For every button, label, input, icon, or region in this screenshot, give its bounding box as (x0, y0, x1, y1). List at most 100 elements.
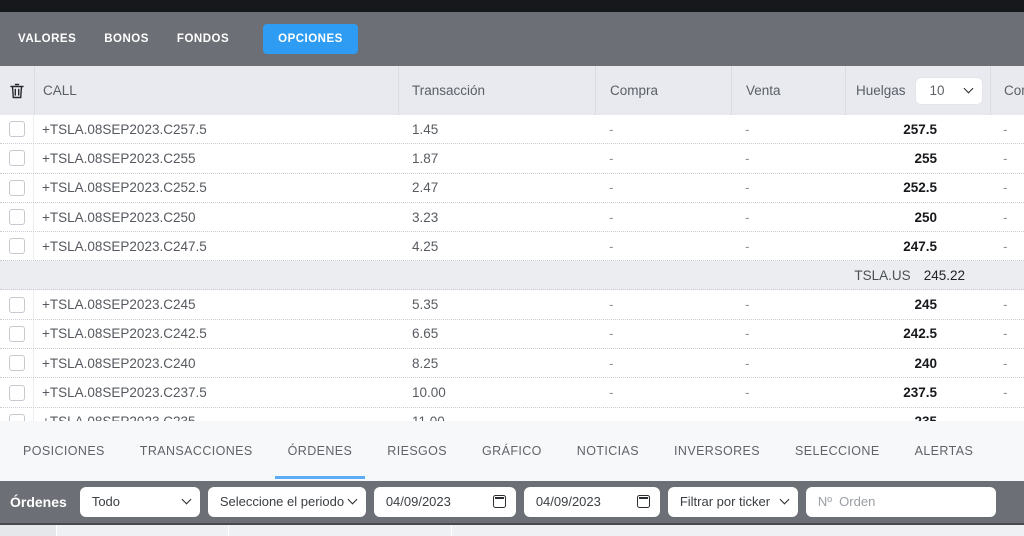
table-row[interactable]: +TSLA.08SEP2023.C247.5 4.25 - - 247.5 - (0, 232, 1024, 262)
transaction-value: 8.25 (412, 355, 439, 371)
column-header-put-partial: Com (990, 66, 1024, 115)
nav-tab-bonos[interactable]: BONOS (104, 33, 149, 45)
buy-value: - (609, 297, 614, 313)
sell-value: - (745, 180, 750, 196)
underlying-symbol: TSLA.US (854, 267, 911, 283)
transaction-value: 10.00 (412, 385, 446, 401)
row-checkbox[interactable] (8, 325, 25, 342)
row-checkbox[interactable] (8, 179, 25, 196)
table-row[interactable]: +TSLA.08SEP2023.C240 8.25 - - 240 - (0, 349, 1024, 379)
option-symbol: +TSLA.08SEP2023.C240 (42, 355, 196, 371)
table-row[interactable]: +TSLA.08SEP2023.C235 11.00 - - 235 - (0, 407, 1024, 421)
row-checkbox[interactable] (8, 121, 25, 138)
sell-value: - (745, 238, 750, 254)
option-symbol: +TSLA.08SEP2023.C257.5 (42, 121, 207, 137)
period-select[interactable]: Seleccione el periodo (207, 486, 366, 517)
tab-transacciones[interactable]: TRANSACCIONES (139, 443, 253, 458)
row-checkbox[interactable] (8, 238, 25, 255)
ticker-filter-value: Filtrar por ticker (679, 494, 771, 510)
tab-posiciones[interactable]: POSICIONES (23, 443, 105, 458)
table-row[interactable]: +TSLA.08SEP2023.C242.5 6.65 - - 242.5 - (0, 319, 1024, 350)
chevron-down-icon (779, 494, 790, 505)
tab-ordenes[interactable]: ÓRDENES (274, 421, 366, 481)
sell-value: - (745, 297, 750, 313)
calendar-icon (636, 495, 650, 509)
option-symbol: +TSLA.08SEP2023.C245 (42, 297, 196, 313)
row-checkbox[interactable] (8, 296, 25, 313)
row-checkbox[interactable] (8, 150, 25, 167)
row-checkbox[interactable] (8, 209, 25, 226)
transaction-value: 3.23 (412, 209, 439, 225)
tab-inversores[interactable]: INVERSORES (674, 443, 760, 458)
row-checkbox[interactable] (8, 413, 25, 421)
table-row[interactable]: +TSLA.08SEP2023.C257.5 1.45 - - 257.5 - (0, 115, 1024, 145)
strike-value: 245 (914, 297, 937, 313)
buy-value: - (609, 121, 614, 137)
put-partial-value: - (1003, 355, 1008, 371)
strike-value: 240 (914, 355, 937, 371)
put-partial-value: - (1003, 326, 1008, 342)
table-row[interactable]: +TSLA.08SEP2023.C252.5 2.47 - - 252.5 - (0, 173, 1024, 203)
option-symbol: +TSLA.08SEP2023.C247.5 (42, 238, 207, 254)
sell-value: - (745, 326, 750, 342)
tab-alertas[interactable]: ALERTAS (914, 443, 974, 458)
strike-value: 242.5 (903, 326, 937, 342)
date-to-value: 04/09/2023 (535, 494, 601, 510)
buy-value: - (609, 326, 614, 342)
order-number-input[interactable] (805, 486, 996, 517)
buy-value: - (595, 408, 731, 420)
transaction-value: 1.87 (412, 150, 439, 166)
tab-riesgos[interactable]: RIESGOS (387, 443, 448, 458)
column-header-strikes: Huelgas 10 (845, 66, 990, 115)
table-row[interactable]: +TSLA.08SEP2023.C245 5.35 - - 245 - (0, 290, 1024, 320)
order-status-select[interactable]: Todo (79, 486, 200, 517)
strike-value: 257.5 (903, 121, 937, 137)
chevron-down-icon (963, 83, 973, 94)
buy-value: - (609, 385, 614, 401)
table-row[interactable]: +TSLA.08SEP2023.C250 3.23 - - 250 - (0, 202, 1024, 233)
period-value: Seleccione el periodo (219, 494, 345, 510)
row-checkbox[interactable] (8, 355, 25, 372)
column-header-transaction: Transacción (398, 66, 595, 115)
instrument-type-nav: VALORES BONOS FONDOS OPCIONES (0, 12, 1024, 66)
column-header-call: CALL (34, 66, 398, 115)
strike-value: 250 (914, 209, 937, 225)
options-table-header: CALL Transacción Compra Venta Huelgas 10… (0, 66, 1024, 115)
option-symbol: +TSLA.08SEP2023.C237.5 (42, 385, 207, 401)
transaction-value: 2.47 (412, 180, 439, 196)
date-to-input[interactable]: 04/09/2023 (523, 486, 660, 517)
table-row[interactable]: +TSLA.08SEP2023.C237.5 10.00 - - 237.5 - (0, 378, 1024, 408)
buy-value: - (609, 180, 614, 196)
row-checkbox[interactable] (8, 384, 25, 401)
trash-icon[interactable] (10, 83, 24, 99)
strikes-count-value: 10 (929, 83, 945, 98)
buy-value: - (609, 238, 614, 254)
put-partial-value: - (1003, 121, 1008, 137)
nav-tab-opciones[interactable]: OPCIONES (263, 24, 358, 54)
put-partial-value: - (1003, 180, 1008, 196)
buy-value: - (609, 150, 614, 166)
put-partial-value: - (1003, 209, 1008, 225)
chevron-down-icon (347, 494, 358, 505)
strikes-count-select[interactable]: 10 (914, 76, 983, 105)
calendar-icon (492, 495, 506, 509)
transaction-value: 6.65 (412, 326, 439, 342)
strike-value: 247.5 (903, 238, 937, 254)
strike-value: 252.5 (903, 180, 937, 196)
ticker-filter-select[interactable]: Filtrar por ticker (667, 486, 798, 517)
transaction-value: 1.45 (412, 121, 439, 137)
tab-seleccione[interactable]: SELECCIONE (795, 443, 880, 458)
section-divider (0, 522, 1024, 525)
option-symbol: +TSLA.08SEP2023.C250 (42, 209, 196, 225)
tab-grafico[interactable]: GRÁFICO (482, 443, 542, 458)
next-table-partial-header (0, 524, 1024, 536)
nav-tab-valores[interactable]: VALORES (18, 33, 77, 45)
tab-noticias[interactable]: NOTICIAS (576, 443, 640, 458)
nav-tab-fondos[interactable]: FONDOS (176, 33, 230, 45)
table-row[interactable]: +TSLA.08SEP2023.C255 1.87 - - 255 - (0, 144, 1024, 174)
date-from-input[interactable]: 04/09/2023 (373, 486, 516, 517)
column-header-buy: Compra (595, 66, 731, 115)
option-symbol: +TSLA.08SEP2023.C235 (34, 408, 398, 420)
option-symbol: +TSLA.08SEP2023.C255 (42, 150, 196, 166)
put-partial-value: - (1003, 150, 1008, 166)
